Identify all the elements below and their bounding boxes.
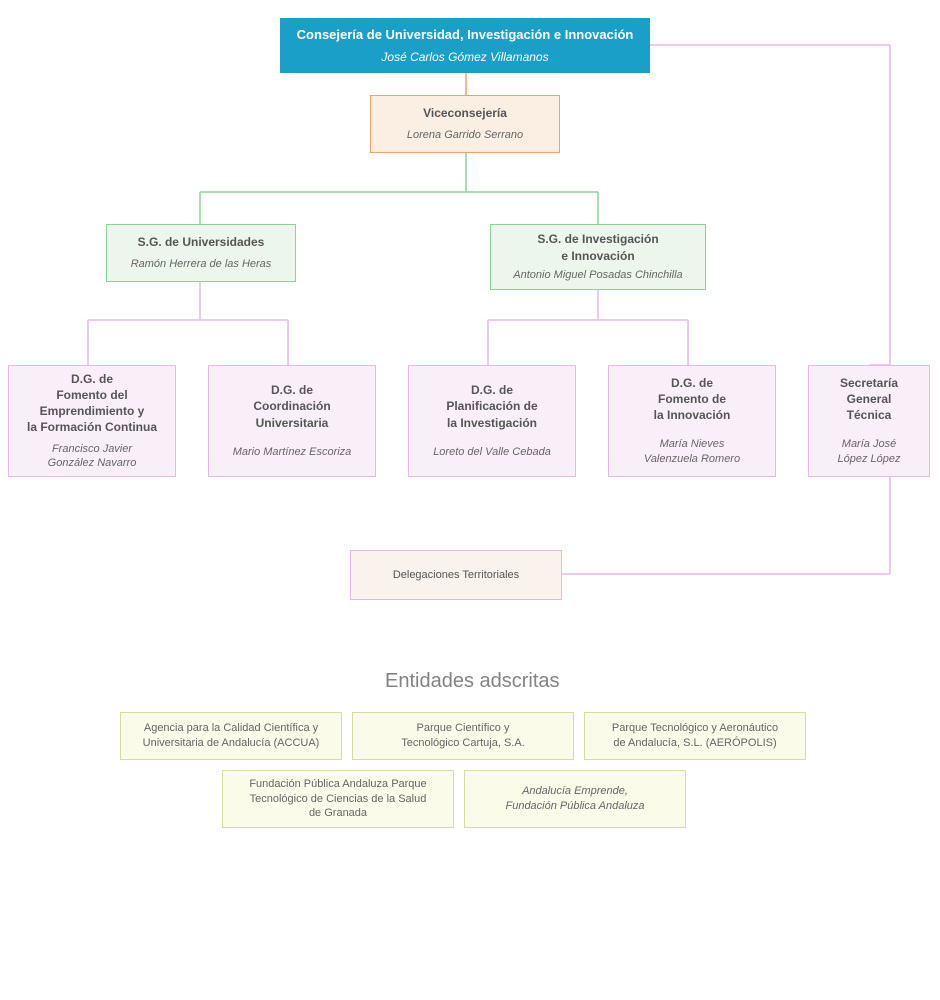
dg1-s2: González Navarro: [15, 456, 169, 471]
dg1-t1: D.G. de: [15, 371, 169, 387]
dg-emprendimiento-box: D.G. de Fomento del Emprendimiento y la …: [8, 365, 176, 477]
consejeria-box: Consejería de Universidad, Investigación…: [280, 18, 650, 73]
ent1-l2: Universitaria de Andalucía (ACCUA): [127, 736, 335, 751]
secretaria-tecnica-box: Secretaría General Técnica María José Ló…: [808, 365, 930, 477]
dg3-s: Loreto del Valle Cebada: [415, 445, 569, 460]
ent4-l2: Tecnológico de Ciencias de la Salud: [229, 792, 447, 807]
dg2-t2: Coordinación: [215, 398, 369, 414]
entidad-granada-box: Fundación Pública Andaluza Parque Tecnol…: [222, 770, 454, 828]
sg1-subtitle: Ramón Herrera de las Heras: [113, 257, 289, 272]
consejeria-title: Consejería de Universidad, Investigación…: [287, 26, 643, 44]
dg-coordinacion-box: D.G. de Coordinación Universitaria Mario…: [208, 365, 376, 477]
dg3-t1: D.G. de: [415, 382, 569, 398]
delegaciones-box: Delegaciones Territoriales: [350, 550, 562, 600]
dg2-s: Mario Martínez Escoriza: [215, 445, 369, 460]
dg-innovacion-box: D.G. de Fomento de la Innovación María N…: [608, 365, 776, 477]
viceconsejeria-box: Viceconsejería Lorena Garrido Serrano: [370, 95, 560, 153]
ent1-l1: Agencia para la Calidad Científica y: [127, 721, 335, 736]
vice-title: Viceconsejería: [377, 105, 553, 121]
dg4-t3: la Innovación: [615, 407, 769, 423]
dg5-t2: General: [815, 391, 923, 407]
consejeria-subtitle: José Carlos Gómez Villamanos: [287, 49, 643, 65]
dg-planificacion-box: D.G. de Planificación de la Investigació…: [408, 365, 576, 477]
ent3-l2: de Andalucía, S.L. (AERÓPOLIS): [591, 736, 799, 751]
entidad-accua-box: Agencia para la Calidad Científica y Uni…: [120, 712, 342, 760]
entidad-aeropolis-box: Parque Tecnológico y Aeronáutico de Anda…: [584, 712, 806, 760]
vice-subtitle: Lorena Garrido Serrano: [377, 128, 553, 143]
ent4-l1: Fundación Pública Andaluza Parque: [229, 777, 447, 792]
dg5-s1: María José: [815, 437, 923, 452]
ent4-l3: de Granada: [229, 806, 447, 821]
ent2-l1: Parque Científico y: [359, 721, 567, 736]
ent2-l2: Tecnológico Cartuja, S.A.: [359, 736, 567, 751]
entidad-emprende-box: Andalucía Emprende, Fundación Pública An…: [464, 770, 686, 828]
dg4-t1: D.G. de: [615, 375, 769, 391]
delegaciones-title: Delegaciones Territoriales: [357, 568, 555, 583]
dg3-t3: la Investigación: [415, 415, 569, 431]
sg2-title2: e Innovación: [497, 248, 699, 264]
dg1-s1: Francisco Javier: [15, 442, 169, 457]
ent5-l1: Andalucía Emprende,: [471, 784, 679, 799]
dg4-t2: Fomento de: [615, 391, 769, 407]
sg2-subtitle: Antonio Miguel Posadas Chinchilla: [497, 268, 699, 283]
dg5-t3: Técnica: [815, 407, 923, 423]
sg2-title1: S.G. de Investigación: [497, 231, 699, 247]
dg5-s2: López López: [815, 452, 923, 467]
dg3-t2: Planificación de: [415, 398, 569, 414]
sg1-title: S.G. de Universidades: [113, 234, 289, 250]
sg-investigacion-box: S.G. de Investigación e Innovación Anton…: [490, 224, 706, 290]
dg4-s2: Valenzuela Romero: [615, 452, 769, 467]
entidad-cartuja-box: Parque Científico y Tecnológico Cartuja,…: [352, 712, 574, 760]
dg2-t3: Universitaria: [215, 415, 369, 431]
entidades-section-title: Entidades adscritas: [385, 670, 560, 693]
ent5-l2: Fundación Pública Andaluza: [471, 799, 679, 814]
dg1-t4: la Formación Continua: [15, 419, 169, 435]
dg1-t2: Fomento del: [15, 387, 169, 403]
ent3-l1: Parque Tecnológico y Aeronáutico: [591, 721, 799, 736]
dg4-s1: María Nieves: [615, 437, 769, 452]
dg2-t1: D.G. de: [215, 382, 369, 398]
dg1-t3: Emprendimiento y: [15, 403, 169, 419]
dg5-t1: Secretaría: [815, 375, 923, 391]
sg-universidades-box: S.G. de Universidades Ramón Herrera de l…: [106, 224, 296, 282]
